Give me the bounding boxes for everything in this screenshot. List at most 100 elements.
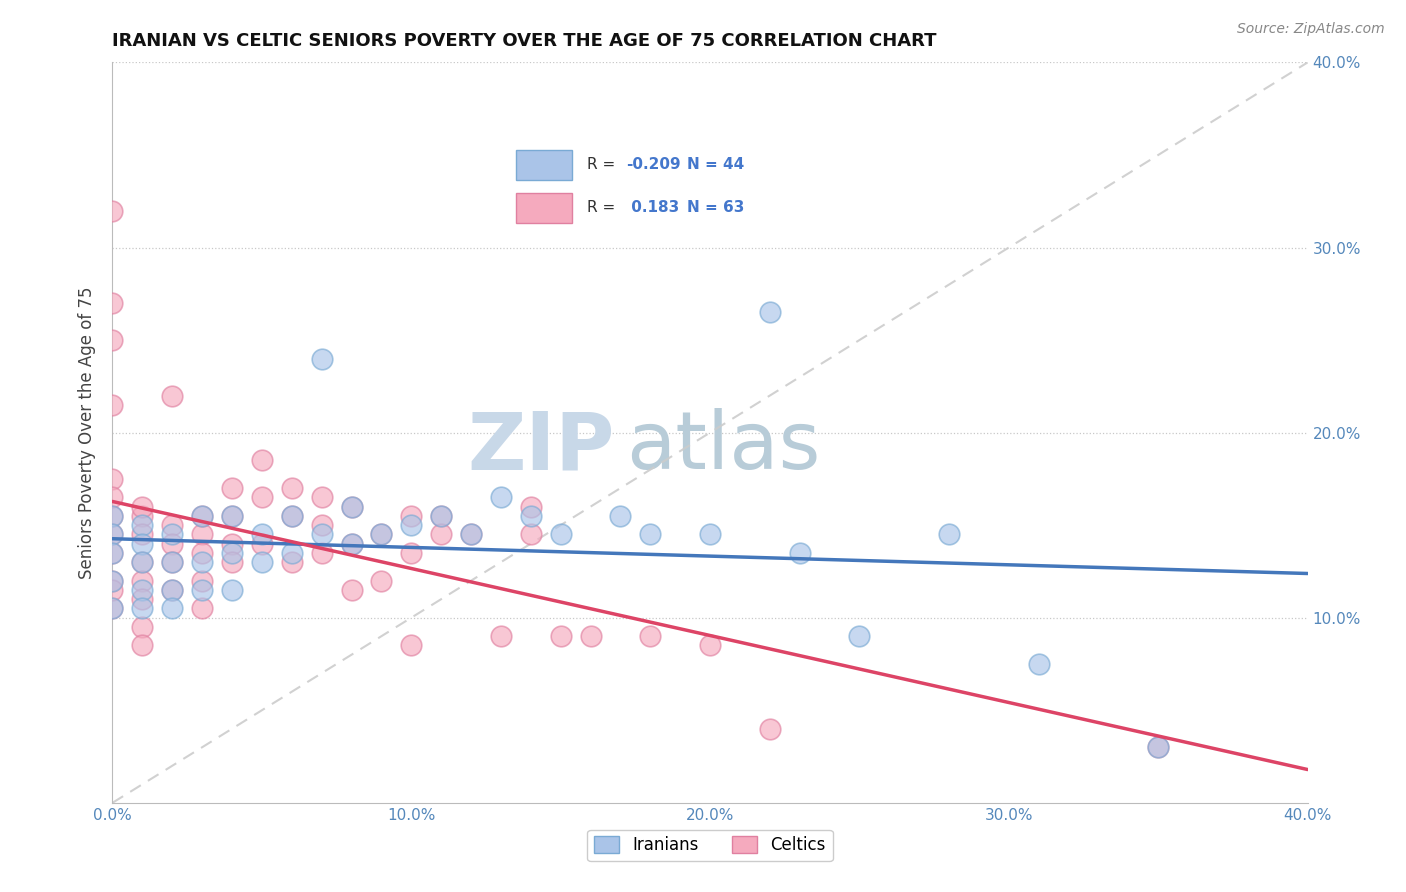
Text: -0.209: -0.209 <box>626 157 681 172</box>
Point <box>131 620 153 634</box>
Point <box>281 555 304 569</box>
Point <box>162 536 183 550</box>
Point <box>221 508 243 523</box>
Point <box>250 555 273 569</box>
Point <box>370 527 392 541</box>
Point <box>281 508 304 523</box>
Point <box>340 500 363 514</box>
Point <box>401 639 423 653</box>
Point <box>101 508 124 523</box>
Text: R =: R = <box>588 157 620 172</box>
Point <box>311 546 333 560</box>
Point <box>460 527 482 541</box>
Point <box>191 508 214 523</box>
Point <box>162 601 183 615</box>
Point <box>640 629 662 643</box>
Point <box>370 574 392 588</box>
Point <box>191 555 214 569</box>
Point <box>162 555 183 569</box>
Point <box>460 527 482 541</box>
Point <box>848 629 870 643</box>
Point <box>550 629 572 643</box>
Text: IRANIAN VS CELTIC SENIORS POVERTY OVER THE AGE OF 75 CORRELATION CHART: IRANIAN VS CELTIC SENIORS POVERTY OVER T… <box>112 32 936 50</box>
Text: R =: R = <box>588 200 620 215</box>
Point <box>131 592 153 607</box>
Point <box>131 555 153 569</box>
Point <box>191 582 214 597</box>
Point <box>489 629 512 643</box>
Point <box>221 546 243 560</box>
Point <box>191 574 214 588</box>
Point <box>759 305 782 319</box>
Point <box>221 582 243 597</box>
Point <box>520 500 543 514</box>
Point <box>101 508 124 523</box>
Point <box>430 527 453 541</box>
Point <box>101 574 124 588</box>
Y-axis label: Seniors Poverty Over the Age of 75: Seniors Poverty Over the Age of 75 <box>77 286 96 579</box>
Point <box>281 508 304 523</box>
Point <box>131 555 153 569</box>
Point <box>609 508 631 523</box>
Point <box>938 527 960 541</box>
Point <box>101 491 124 505</box>
Point <box>489 491 512 505</box>
Point <box>101 574 124 588</box>
Point <box>162 527 183 541</box>
Point <box>101 582 124 597</box>
Point <box>401 508 423 523</box>
Point <box>131 500 153 514</box>
FancyBboxPatch shape <box>516 150 572 180</box>
Point <box>579 629 602 643</box>
Point <box>430 508 453 523</box>
Point <box>131 536 153 550</box>
Point <box>430 508 453 523</box>
Point <box>101 472 124 486</box>
Point <box>162 582 183 597</box>
Point <box>221 555 243 569</box>
Point <box>789 546 811 560</box>
Point <box>340 500 363 514</box>
Point <box>131 508 153 523</box>
Point <box>101 203 124 218</box>
Point <box>131 601 153 615</box>
Point <box>131 518 153 533</box>
Point <box>131 527 153 541</box>
Point <box>281 481 304 495</box>
Point <box>1147 740 1170 755</box>
Point <box>162 582 183 597</box>
Point <box>221 481 243 495</box>
Point <box>1028 657 1050 671</box>
Point <box>759 722 782 736</box>
Point <box>640 527 662 541</box>
Text: atlas: atlas <box>627 409 821 486</box>
Point <box>250 491 273 505</box>
Point <box>101 527 124 541</box>
Point <box>311 491 333 505</box>
Text: 0.183: 0.183 <box>626 200 679 215</box>
Text: N = 44: N = 44 <box>688 157 745 172</box>
Point <box>131 574 153 588</box>
Point <box>699 639 721 653</box>
Point <box>340 536 363 550</box>
Point <box>311 351 333 366</box>
Point <box>101 398 124 412</box>
Point <box>401 546 423 560</box>
Point <box>191 527 214 541</box>
Point <box>550 527 572 541</box>
Point <box>101 333 124 347</box>
Point <box>101 546 124 560</box>
Text: Source: ZipAtlas.com: Source: ZipAtlas.com <box>1237 22 1385 37</box>
Point <box>191 508 214 523</box>
Point <box>162 388 183 402</box>
Point <box>250 527 273 541</box>
Point <box>311 518 333 533</box>
Point <box>370 527 392 541</box>
Text: N = 63: N = 63 <box>688 200 745 215</box>
Point <box>131 639 153 653</box>
Point <box>281 546 304 560</box>
Point <box>340 536 363 550</box>
Point <box>340 582 363 597</box>
Legend: Iranians, Celtics: Iranians, Celtics <box>588 830 832 861</box>
Point <box>250 453 273 467</box>
